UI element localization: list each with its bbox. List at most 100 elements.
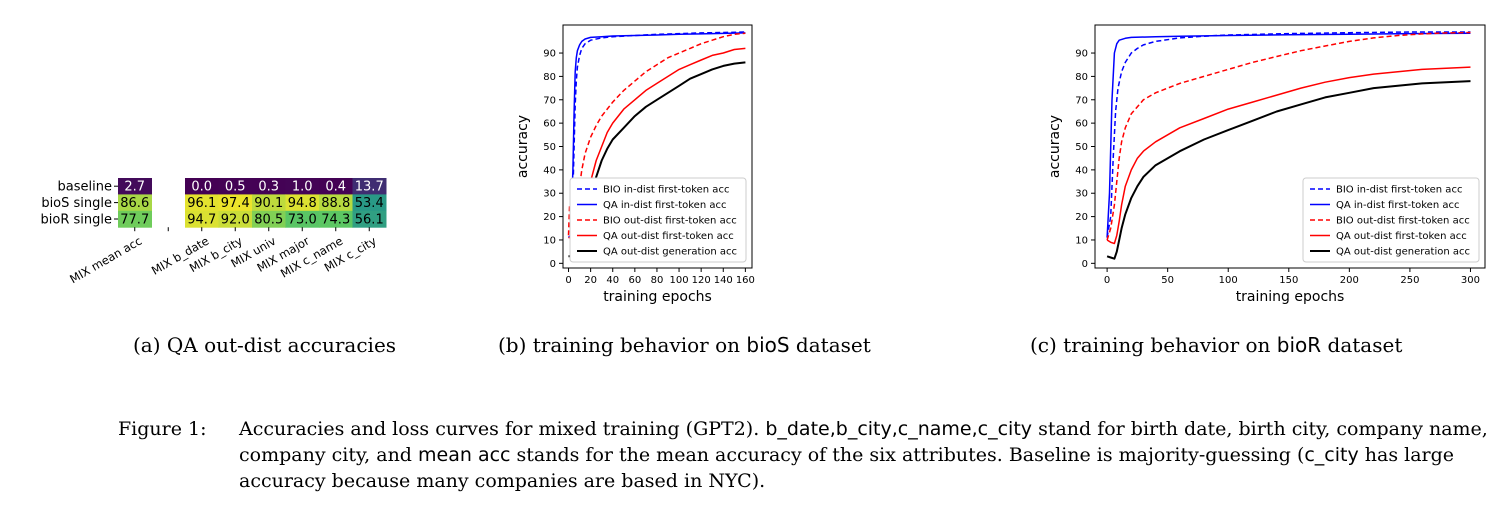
y-tick-label: 20 <box>543 212 556 223</box>
caption-keyword-3: c_city <box>1304 444 1359 466</box>
figure-caption: Figure 1: Accuracies and loss curves for… <box>118 416 1503 494</box>
heatmap-cell <box>352 210 387 228</box>
y-tick-label: 0 <box>1082 259 1088 270</box>
y-tick-label: 80 <box>543 72 556 83</box>
series-line <box>1106 80 1471 260</box>
heatmap-cell <box>218 194 253 212</box>
legend-entry: QA out-dist first-token acc <box>1336 231 1467 242</box>
y-tick-label: 70 <box>1075 95 1088 106</box>
heatmap-cell-label: 96.1 <box>187 196 216 211</box>
subcaption-a: (a) QA out-dist accuracies <box>133 333 396 357</box>
series-line <box>1106 66 1471 245</box>
y-tick-label: 50 <box>1075 142 1088 153</box>
heatmap-cell <box>319 194 353 212</box>
legend-entry: BIO out-dist first-token acc <box>603 216 737 227</box>
x-tick-label: 200 <box>1340 275 1359 286</box>
heatmap-cell-label: 92.0 <box>221 213 250 228</box>
x-tick-label: 100 <box>1219 275 1238 286</box>
heatmap-cell <box>185 178 219 195</box>
heatmap-cell <box>285 210 320 228</box>
legend-entry: QA out-dist generation acc <box>603 247 737 258</box>
heatmap-cell <box>118 194 152 212</box>
heatmap-cell-label: 56.1 <box>355 213 384 228</box>
series-line <box>1106 32 1471 238</box>
heatmap-row-label: bioS single <box>41 196 112 211</box>
heatmap-cell <box>285 194 320 212</box>
caption-keyword-2: mean acc <box>418 444 511 466</box>
heatmap-cell <box>319 178 353 195</box>
legend-entry: QA out-dist first-token acc <box>603 231 734 242</box>
x-tick-label: 160 <box>736 275 755 286</box>
subcaption-c-dataset: bioR <box>1276 333 1322 357</box>
y-tick-label: 20 <box>1075 212 1088 223</box>
subcaption-b-prefix: (b) training behavior on <box>498 333 747 357</box>
y-axis-label: accuracy <box>515 115 531 178</box>
subcaption-c-prefix: (c) training behavior on <box>1030 333 1277 357</box>
legend-entry: BIO out-dist first-token acc <box>1336 216 1470 227</box>
y-tick-label: 0 <box>550 259 556 270</box>
y-tick-label: 80 <box>1075 72 1088 83</box>
heatmap-cell-label: 0.5 <box>225 180 246 195</box>
heatmap-cell <box>218 210 253 228</box>
y-tick-label: 60 <box>1075 119 1088 130</box>
caption-keyword-1: b_date,b_city,c_name,c_city <box>765 418 1033 440</box>
legend-entry: QA out-dist generation acc <box>1336 247 1470 258</box>
x-tick-label: 50 <box>1161 275 1174 286</box>
heatmap-column-label: MIX mean acc <box>67 234 144 287</box>
heatmap-cell <box>319 210 353 228</box>
line-chart-c: 0 50 100 150 200 250 300 0 10 20 30 40 50 60 70 80 90 tra… <box>1047 24 1486 305</box>
line-chart-b: 0 20 40 60 80 100 120 140 160 0 10 20 30 40 50 60 70 80 90… <box>515 24 755 305</box>
heatmap-cell-label: 73.0 <box>288 213 317 228</box>
legend-entry: BIO in-dist first-token acc <box>1336 185 1462 196</box>
x-tick-label: 150 <box>1279 275 1298 286</box>
x-axis-label: training epochs <box>603 289 712 305</box>
x-tick-label: 0 <box>565 275 571 286</box>
subcaption-a-text: (a) QA out-dist accuracies <box>133 333 397 357</box>
caption-text-1: Accuracies and loss curves for mixed tra… <box>239 418 760 440</box>
heatmap-cell-label: 94.7 <box>187 213 216 228</box>
heatmap-cell-label: 53.4 <box>355 196 384 211</box>
x-tick-label: 120 <box>692 275 711 286</box>
y-tick-label: 10 <box>1075 235 1088 246</box>
subcaption-b: (b) training behavior on bioS dataset <box>498 333 871 357</box>
series-line <box>567 32 746 239</box>
heatmap-cell-label: 90.1 <box>254 196 283 211</box>
heatmap-cell <box>185 210 219 228</box>
heatmap-row-label: baseline <box>58 180 112 195</box>
series-line <box>1106 31 1471 241</box>
y-tick-label: 30 <box>543 189 556 200</box>
legend-box <box>1302 177 1480 263</box>
y-tick-label: 40 <box>1075 165 1088 176</box>
heatmap-cell-label: 1.0 <box>292 180 313 195</box>
x-tick-label: 20 <box>584 275 597 286</box>
subcaption-b-dataset: bioS <box>746 333 790 357</box>
x-axis-label: training epochs <box>1236 289 1345 305</box>
y-tick-label: 30 <box>1075 189 1088 200</box>
x-tick-label: 250 <box>1400 275 1419 286</box>
x-tick-label: 140 <box>714 275 733 286</box>
heatmap-cell <box>252 194 286 212</box>
legend-entry: BIO in-dist first-token acc <box>603 185 729 196</box>
heatmap-cell <box>218 178 253 195</box>
heatmap-cell-label: 97.4 <box>221 196 250 211</box>
heatmap-cell <box>285 178 320 195</box>
y-tick-label: 70 <box>543 95 556 106</box>
heatmap-row-label: bioR single <box>41 213 112 228</box>
subcaption-c: (c) training behavior on bioR dataset <box>1030 333 1402 357</box>
heatmap-cell-label: 77.7 <box>120 213 149 228</box>
y-tick-label: 50 <box>543 142 556 153</box>
heatmap-cell-label: 80.5 <box>254 213 283 228</box>
caption-text-3: stands for the mean accuracy of the six … <box>516 444 1305 466</box>
heatmap-cell-label: 88.8 <box>321 196 350 211</box>
heatmap-cell <box>118 210 152 228</box>
caption-text-4: has large accuracy because many companie… <box>239 444 1455 492</box>
heatmap-cell-label: 0.4 <box>325 180 346 195</box>
y-tick-label: 40 <box>543 165 556 176</box>
x-tick-label: 100 <box>670 275 689 286</box>
heatmap-cell-label: 2.7 <box>124 180 145 195</box>
x-tick-label: 60 <box>628 275 641 286</box>
x-tick-label: 80 <box>651 275 664 286</box>
heatmap-cell-label: 74.3 <box>321 213 350 228</box>
